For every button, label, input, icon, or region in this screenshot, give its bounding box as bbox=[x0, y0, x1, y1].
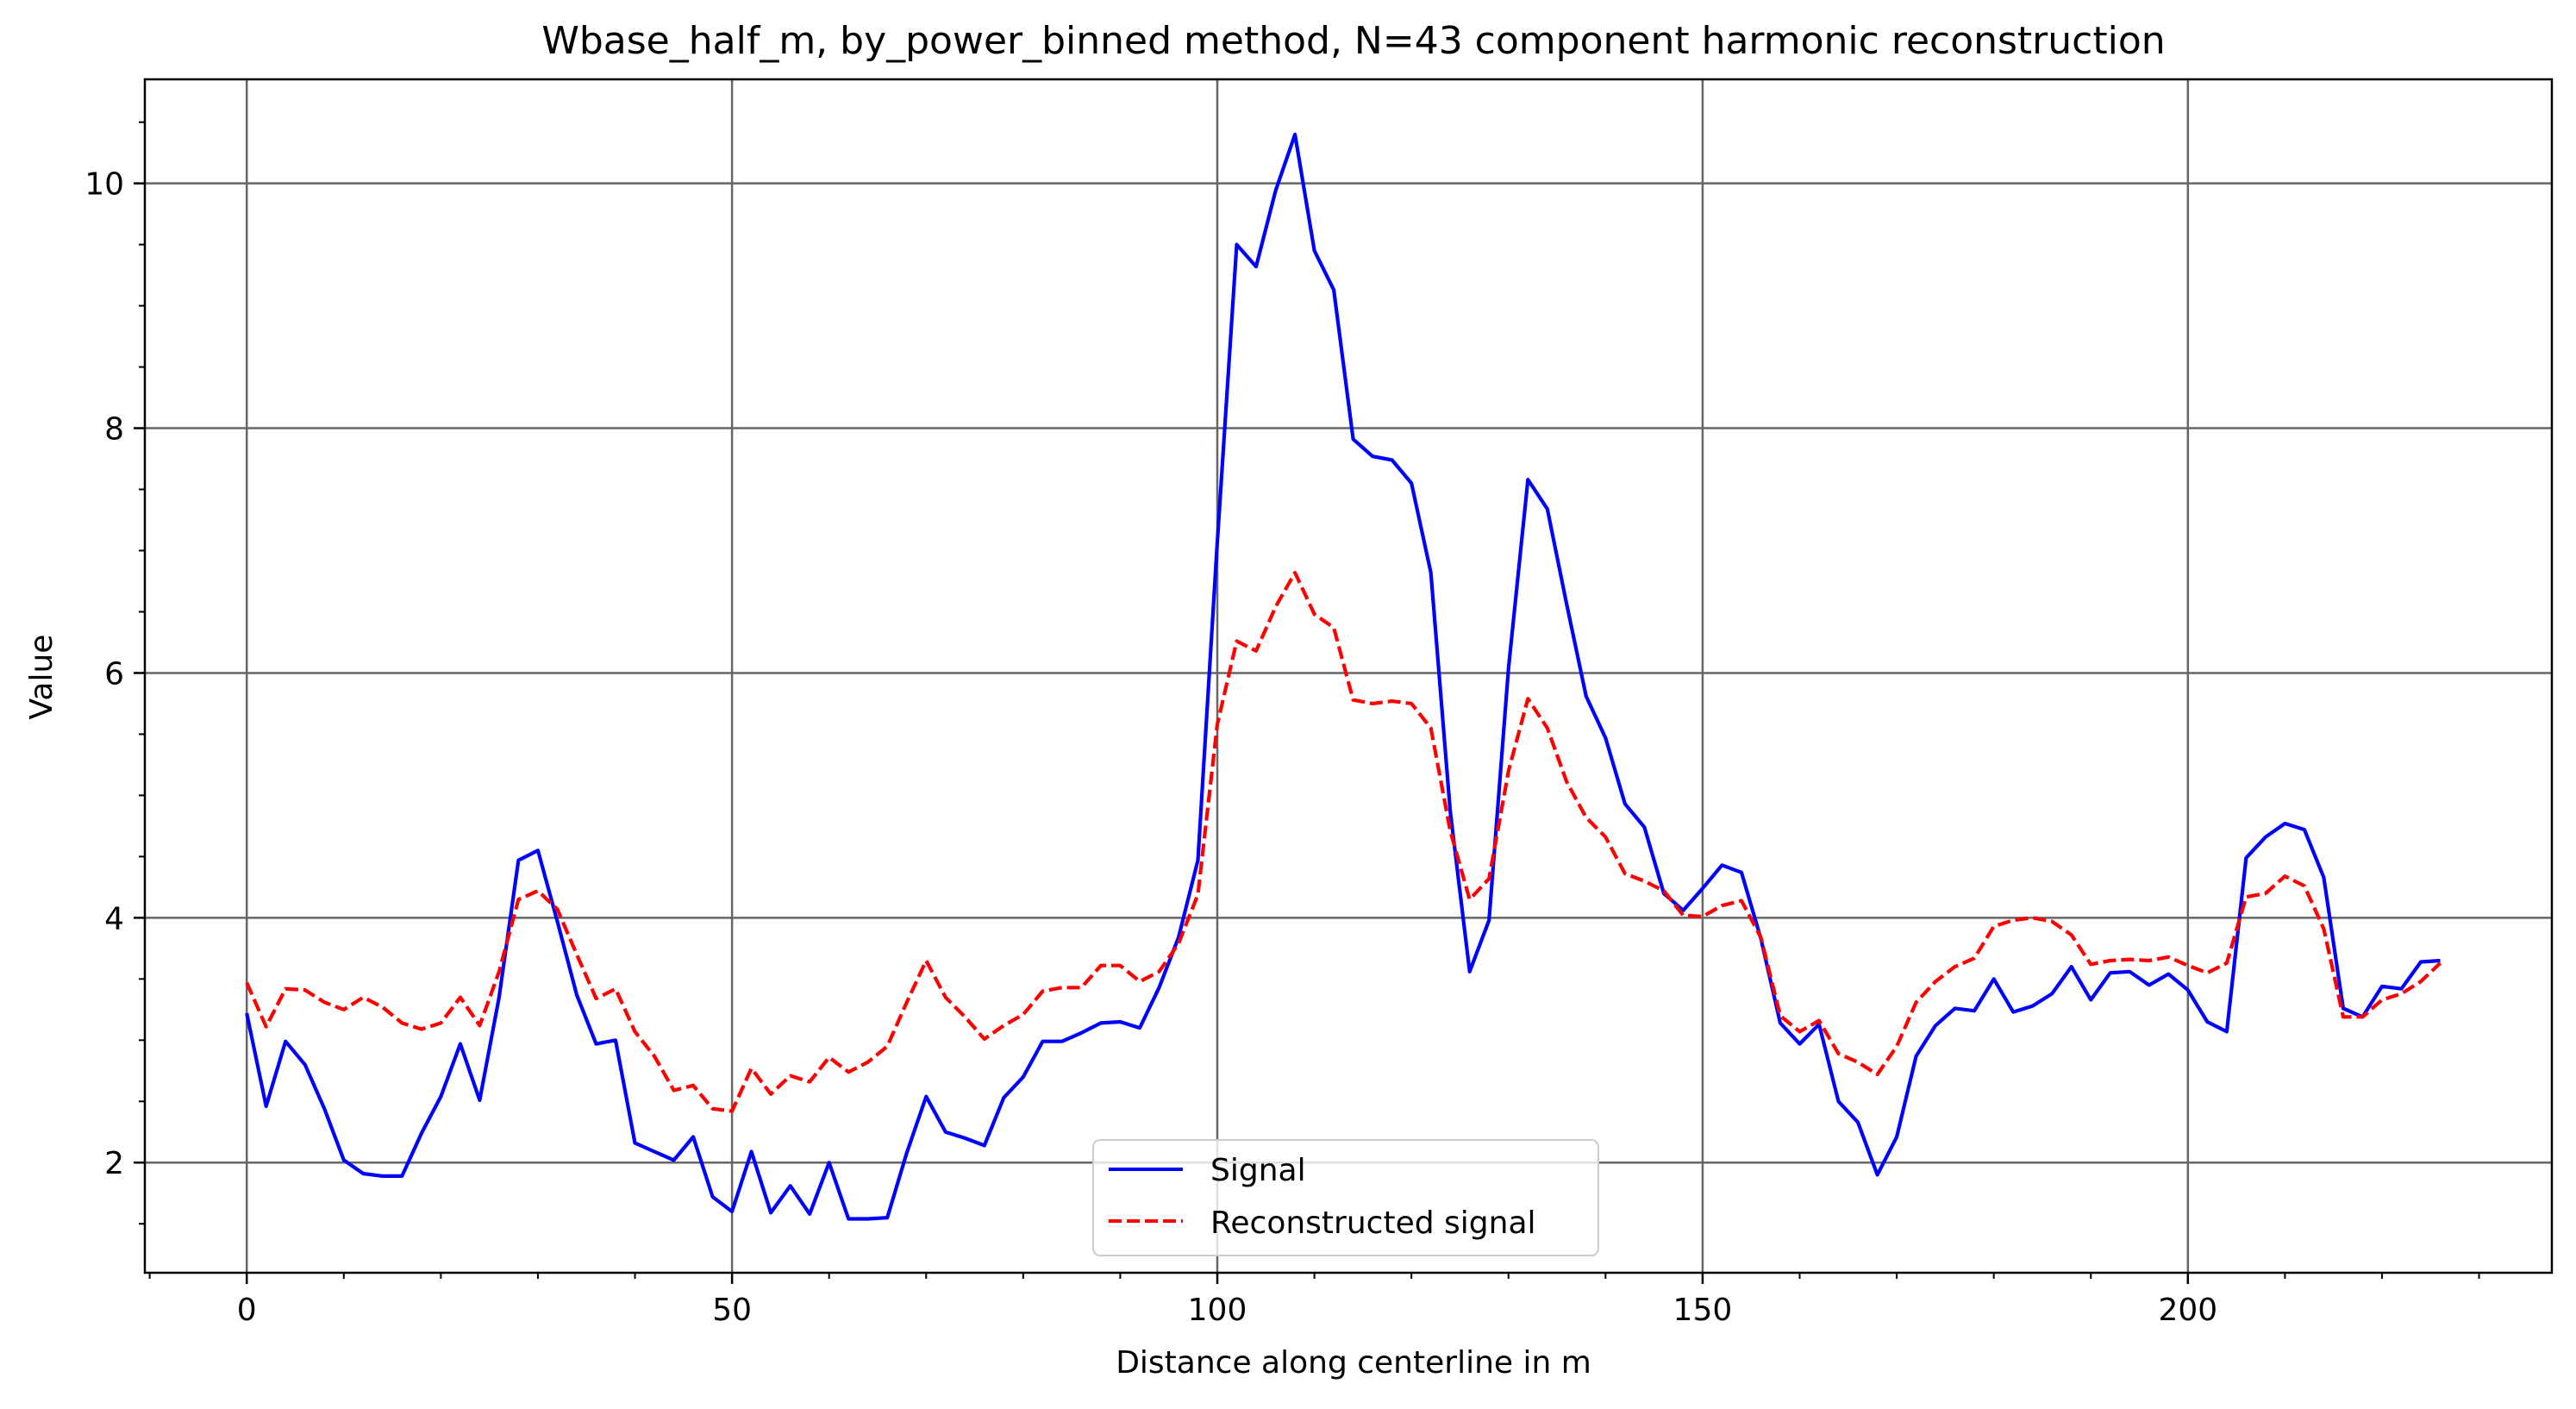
legend-box bbox=[1092, 1139, 1599, 1256]
x-axis-label: Distance along centerline in m bbox=[1116, 1345, 1591, 1381]
y-axis-label: Value bbox=[24, 635, 59, 720]
x-tick-label: 50 bbox=[712, 1293, 752, 1328]
x-tick-label: 200 bbox=[2158, 1293, 2217, 1328]
y-axis-ticks: 2 4 6 8 10 bbox=[84, 121, 145, 1225]
legend: Signal Reconstructed signal bbox=[1092, 1139, 1599, 1256]
y-tick-label: 2 bbox=[104, 1146, 124, 1181]
y-tick-label: 4 bbox=[104, 901, 124, 936]
x-tick-label: 0 bbox=[237, 1293, 257, 1328]
plot-area: 0 50 100 150 200 2 4 6 8 10 bbox=[84, 78, 2554, 1328]
y-tick-label: 6 bbox=[104, 656, 124, 692]
series-layer bbox=[245, 132, 2442, 1221]
y-tick-label: 10 bbox=[84, 167, 124, 203]
x-axis-ticks: 0 50 100 150 200 bbox=[148, 1273, 2480, 1328]
chart-title: Wbase_half_m, by_power_binned method, N=… bbox=[541, 19, 2165, 63]
x-tick-label: 150 bbox=[1673, 1293, 1733, 1328]
x-tick-label: 100 bbox=[1188, 1293, 1247, 1328]
y-tick-label: 8 bbox=[104, 412, 124, 448]
series-signal-line bbox=[245, 132, 2441, 1221]
series-reconstructed-line bbox=[245, 571, 2442, 1113]
legend-label-reconstructed: Reconstructed signal bbox=[1210, 1205, 1536, 1241]
legend-label-signal: Signal bbox=[1210, 1153, 1306, 1188]
axes-frame bbox=[143, 78, 2554, 1274]
